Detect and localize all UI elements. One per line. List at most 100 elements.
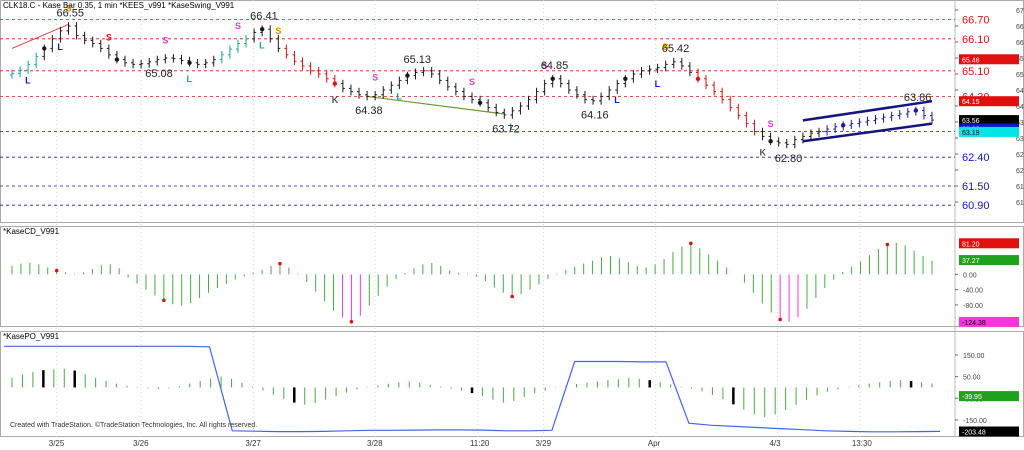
kase-signal-marker: L	[509, 122, 515, 132]
swing-label: 66.41	[250, 11, 278, 23]
po-signal-line	[4, 345, 941, 433]
axis-value-badge-label: 37.27	[962, 258, 980, 265]
kase-signal-marker: L	[259, 40, 265, 50]
cd-extreme-dot	[510, 294, 514, 299]
kase-signal-marker: L	[57, 42, 63, 52]
level-label: 65.10	[962, 66, 990, 78]
price-axis-tick-label: 62.50	[1016, 152, 1024, 159]
price-axis-tick-label: 63.00	[1016, 136, 1024, 143]
kase-signal-marker: S	[275, 26, 281, 36]
po-axis-tick-label: 50.00	[963, 375, 981, 382]
axis-value-badge	[959, 426, 1019, 437]
price-axis-tick-label: 61.50	[1016, 184, 1024, 191]
swing-label: 65.42	[662, 43, 690, 55]
cd-axis-tick-label: -40.00	[963, 288, 983, 295]
date-tick-label: 3/26	[133, 439, 149, 448]
date-tick-label: 3/28	[367, 439, 383, 448]
axis-value-badge	[959, 54, 1019, 65]
swing-label: 65.08	[145, 68, 173, 80]
kase-signal-marker: S	[768, 119, 774, 129]
red-trendline	[11, 23, 69, 49]
axis-value-badge-label: -39.95	[962, 394, 982, 401]
price-axis-tick-label: 67.00	[1016, 8, 1024, 15]
date-tick-label: 4/3	[769, 439, 781, 448]
kase-signal-marker: S	[542, 61, 548, 71]
cd-extreme-dot	[278, 261, 282, 266]
swing-label: 64.85	[541, 60, 569, 72]
axis-value-badge	[959, 115, 1019, 126]
cd-extreme-dot	[885, 242, 890, 247]
price-axis-tick-label: 65.50	[1016, 56, 1024, 63]
axis-value-badge-label: 81.20	[962, 241, 980, 248]
date-tick-label: 3/25	[49, 439, 65, 448]
kase-signal-marker: K	[332, 95, 339, 105]
price-pane-title: CLK18.C - Kase Bar 0.35, 1 min *KEES_v99…	[3, 1, 235, 10]
footer-note: Created with TradeStation. ©TradeStation…	[10, 421, 257, 429]
swing-label: 64.38	[355, 105, 383, 117]
po-axis-tick-label: 150.00	[963, 353, 985, 360]
level-label: 62.40	[962, 152, 990, 164]
kase-signal-marker: S	[162, 36, 168, 46]
date-tick-label: 3/27	[245, 439, 261, 448]
level-label: 66.10	[962, 34, 990, 46]
kase-signal-marker: S	[106, 32, 112, 42]
axis-value-badge	[959, 238, 1019, 249]
level-label: 61.50	[962, 181, 990, 193]
swing-label: 63.72	[492, 124, 520, 136]
axis-value-badge-label: 63.56	[962, 118, 980, 125]
swing-label: 64.16	[581, 109, 609, 121]
axis-value-badge	[959, 391, 1019, 402]
kase-dot	[42, 46, 47, 51]
price-axis-tick-label: 65.00	[1016, 72, 1024, 79]
swing-label: 62.80	[775, 153, 803, 165]
cd-axis-tick-label: 0.00	[963, 272, 977, 279]
date-tick-label: 13:30	[852, 439, 873, 448]
kase-dot	[114, 57, 120, 62]
channel-top-line	[802, 99, 933, 122]
po-axis-tick-label: -150.00	[963, 418, 987, 425]
cd-extreme-dot	[54, 268, 59, 273]
kase-dot	[768, 139, 773, 144]
po-pane-frame	[0, 331, 1024, 437]
level-label: 66.70	[962, 15, 990, 27]
kase-dot	[623, 76, 628, 82]
kase-dot	[695, 76, 701, 82]
kase-dot	[913, 108, 919, 113]
kase-signal-marker: L	[25, 76, 31, 86]
channel-bottom-line	[802, 122, 933, 143]
price-axis-tick-label: 66.50	[1016, 24, 1024, 31]
axis-value-badge-label: -203.48	[962, 430, 986, 437]
cd-extreme-dot	[689, 241, 693, 246]
kase-signal-marker: L	[655, 79, 661, 89]
axis-value-badge-label: -124.38	[962, 320, 986, 327]
kase-signal-marker: S	[235, 21, 241, 31]
cd-extreme-dot	[162, 298, 166, 303]
level-label: 60.90	[962, 200, 990, 212]
kase-dot	[332, 81, 338, 86]
kase-signal-marker: L	[187, 74, 193, 84]
price-axis-tick-label: 61.00	[1016, 200, 1024, 207]
swing-label: 63.86	[904, 92, 932, 104]
kase-dot	[477, 100, 483, 106]
axis-value-badge	[959, 126, 1019, 137]
price-axis-tick-label: 64.00	[1016, 104, 1024, 111]
axis-value-badge-label: 63.19	[962, 130, 980, 137]
kase-dot	[841, 123, 846, 128]
kase-dot	[259, 27, 265, 32]
axis-value-badge	[959, 255, 1019, 266]
swing-label: 66.55	[56, 7, 84, 19]
kase-signal-marker: K	[760, 148, 767, 158]
date-tick-label: 3/29	[535, 439, 551, 448]
cd-axis-tick-label: -80.00	[963, 303, 983, 310]
kase-signal-marker: S	[372, 72, 378, 82]
price-axis-tick-label: 62.00	[1016, 168, 1024, 175]
po-pane-title: *KasePO_V991	[3, 332, 60, 341]
kase-dot	[405, 73, 410, 78]
axis-value-badge	[959, 96, 1019, 107]
price-axis-tick-label: 66.00	[1016, 40, 1024, 47]
kase-dot	[550, 76, 555, 82]
axis-value-badge-label: 65.46	[962, 57, 980, 64]
cd-extreme-dot	[349, 319, 354, 324]
cd-pane-title: *KaseCD_V991	[3, 227, 60, 236]
swing-label: 65.13	[404, 54, 432, 66]
